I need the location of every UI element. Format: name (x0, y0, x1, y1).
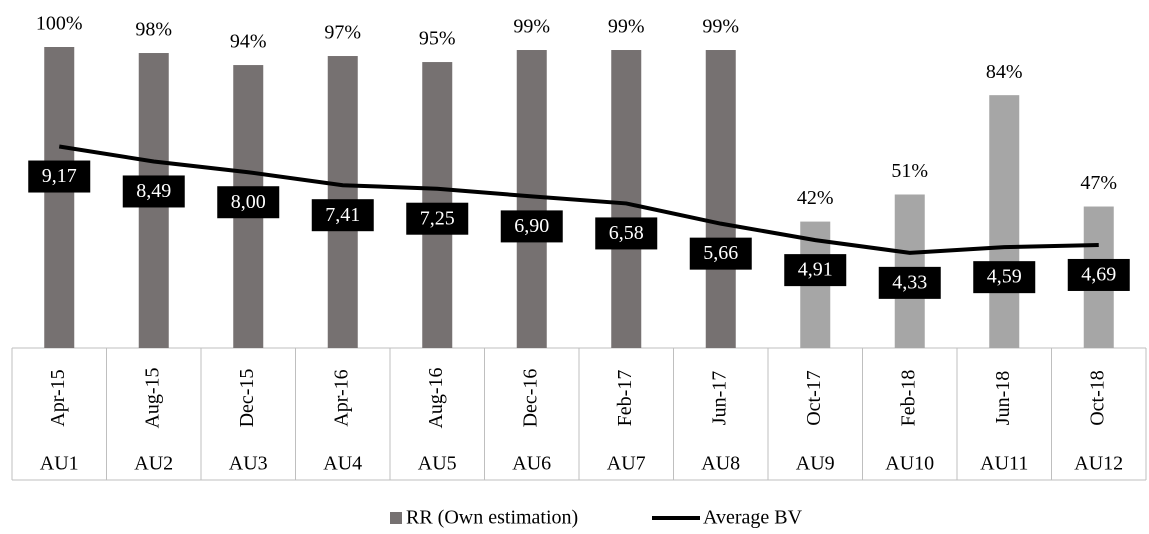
bar-value-label: 98% (135, 19, 172, 41)
bar-value-label: 47% (1080, 172, 1117, 194)
data-label-box (28, 160, 91, 193)
x-group-label: AU9 (796, 453, 835, 475)
line-value-label: 8,49 (136, 180, 171, 202)
bar-value-label: 99% (702, 16, 739, 38)
data-label-box (689, 237, 752, 270)
bar-value-label: 51% (891, 160, 928, 182)
x-tick-label: Feb-18 (897, 370, 919, 427)
x-tick-label: Dec-16 (519, 369, 541, 428)
data-label-box (595, 217, 658, 250)
legend-swatch (390, 512, 402, 524)
data-label-box (878, 266, 941, 299)
line-value-label: 8,00 (231, 191, 266, 213)
x-tick-label: Jun-18 (992, 371, 1014, 425)
line-value-label: 7,41 (325, 204, 360, 226)
bar-value-label: 97% (324, 22, 361, 44)
bar (989, 95, 1020, 348)
x-tick-label: Oct-18 (1086, 370, 1108, 426)
bar-value-label: 95% (419, 28, 456, 50)
data-label-box (784, 254, 847, 287)
bar-value-label: 42% (797, 187, 834, 209)
x-tick-label: Aug-16 (425, 367, 447, 428)
x-group-label: AU4 (323, 453, 362, 475)
x-group-label: AU12 (1074, 453, 1123, 475)
data-label-box (500, 210, 563, 243)
data-label-box (973, 261, 1036, 294)
line-value-label: 6,58 (609, 222, 644, 244)
line-value-label: 4,33 (892, 271, 927, 293)
bar (611, 50, 642, 348)
x-group-label: AU2 (134, 453, 173, 475)
bar (44, 47, 75, 348)
data-label-box (217, 186, 280, 219)
bar-value-label: 84% (986, 61, 1023, 83)
x-group-label: AU1 (40, 453, 79, 475)
x-group-label: AU7 (607, 453, 646, 475)
bar-value-label: 100% (36, 13, 83, 35)
x-tick-label: Feb-17 (614, 370, 636, 427)
x-tick-label: Apr-15 (47, 369, 69, 426)
line-value-label: 6,90 (514, 215, 549, 237)
x-group-label: AU10 (885, 453, 934, 475)
bar-value-label: 99% (513, 16, 550, 38)
line-value-label: 4,69 (1081, 264, 1116, 286)
line-value-label: 4,91 (798, 259, 833, 281)
bar (705, 50, 736, 348)
x-tick-label: Dec-15 (236, 369, 258, 428)
x-group-label: AU8 (701, 453, 740, 475)
x-group-label: AU6 (512, 453, 551, 475)
x-tick-label: Oct-17 (803, 370, 825, 426)
x-group-label: AU11 (980, 453, 1028, 475)
legend-label: Average BV (703, 507, 803, 529)
line (58, 144, 1099, 255)
line-value-label: 7,25 (420, 207, 455, 229)
x-tick-label: Jun-17 (708, 371, 730, 425)
line-value-label: 9,17 (42, 165, 77, 187)
x-group-label: AU5 (418, 453, 457, 475)
data-label-box (122, 175, 185, 208)
x-tick-label: Aug-15 (141, 367, 163, 428)
line-value-label: 4,59 (987, 266, 1022, 288)
line-value-label: 5,66 (703, 242, 738, 264)
bar-value-label: 94% (230, 31, 267, 53)
legend-label: RR (Own estimation) (406, 507, 578, 529)
data-label-box (406, 202, 469, 235)
x-group-label: AU3 (229, 453, 268, 475)
bar-value-label: 99% (608, 16, 645, 38)
x-tick-label: Apr-16 (330, 369, 352, 426)
data-label-box (1067, 258, 1130, 291)
data-label-box (311, 199, 374, 232)
